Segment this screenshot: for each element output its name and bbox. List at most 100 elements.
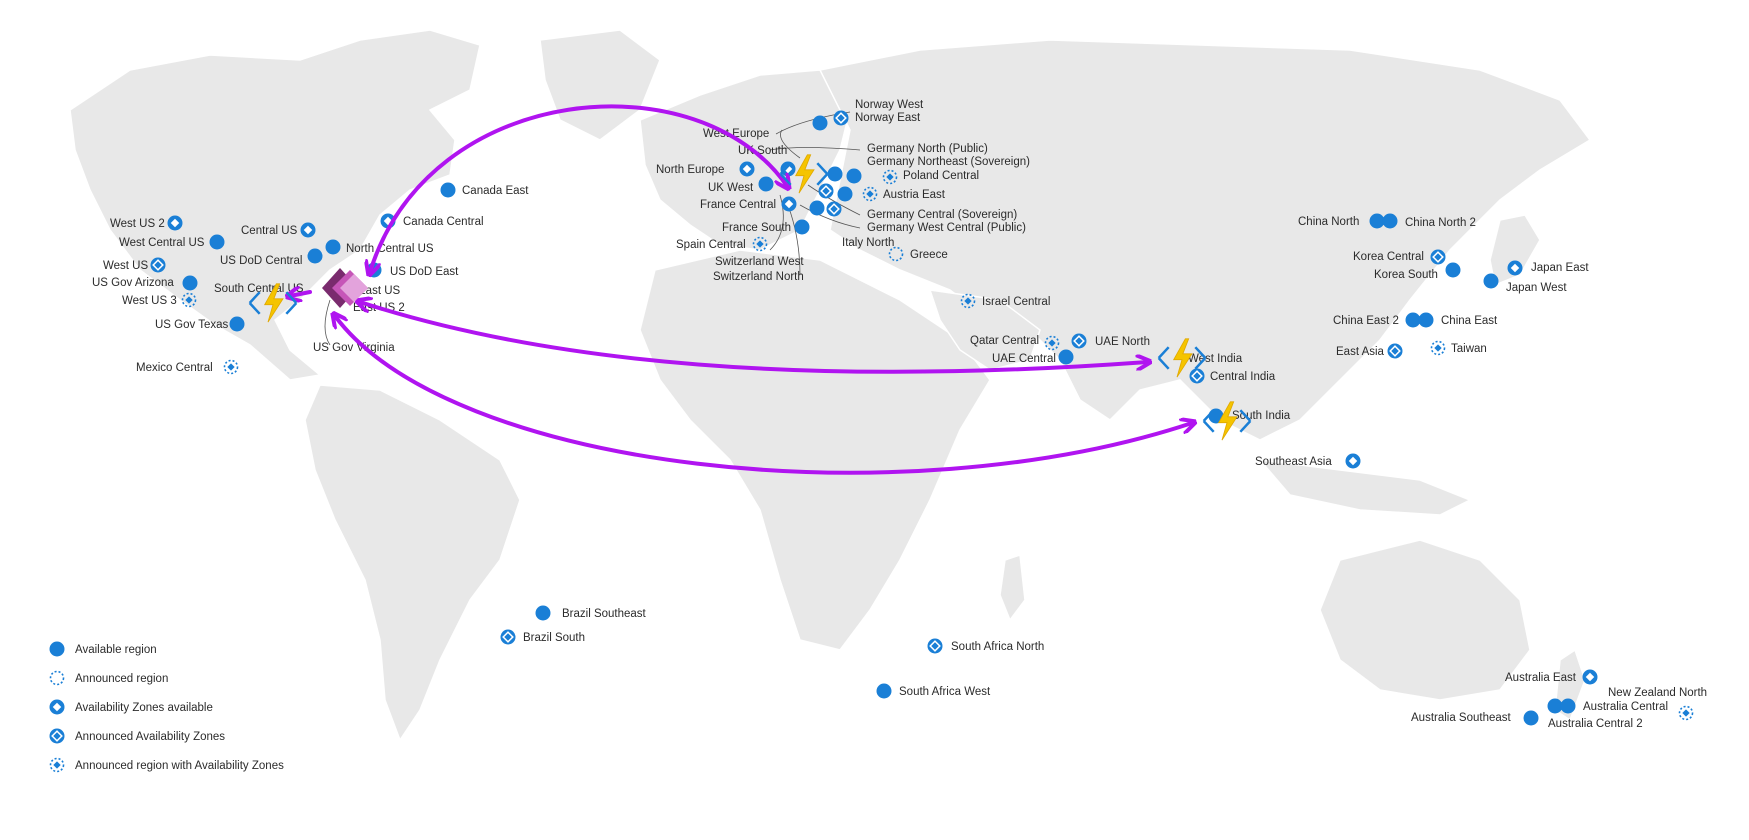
region-marker-china-north[interactable] bbox=[1369, 213, 1385, 229]
region-label-germany-north: Germany North (Public) bbox=[867, 143, 988, 155]
legend: Available region Announced region Availa… bbox=[49, 641, 284, 773]
region-marker-west-us[interactable] bbox=[150, 257, 166, 273]
region-label-canada-east: Canada East bbox=[462, 185, 529, 197]
region-marker-mexico-central[interactable] bbox=[223, 359, 239, 375]
region-marker-japan-west[interactable] bbox=[1483, 273, 1499, 289]
legend-announced-az-icon bbox=[49, 728, 65, 744]
arc-us-south-india bbox=[335, 316, 1192, 475]
region-label-south-africa-west: South Africa West bbox=[899, 686, 991, 698]
region-marker-australia-east[interactable] bbox=[1582, 669, 1598, 685]
legend-available-icon bbox=[49, 641, 65, 657]
region-marker-norway-west[interactable] bbox=[812, 115, 828, 131]
region-marker-uae-north[interactable] bbox=[1071, 333, 1087, 349]
region-marker-germany-central[interactable] bbox=[837, 186, 853, 202]
legend-announced-icon bbox=[49, 670, 65, 686]
region-label-central-us: Central US bbox=[241, 225, 298, 237]
region-label-taiwan: Taiwan bbox=[1451, 343, 1487, 355]
region-label-china-east: China East bbox=[1441, 315, 1498, 327]
region-label-west-central-us: West Central US bbox=[119, 237, 205, 249]
region-label-china-north: China North bbox=[1298, 216, 1359, 228]
legend-announced-az-label: Announced Availability Zones bbox=[75, 731, 225, 743]
region-marker-norway-east[interactable] bbox=[833, 110, 849, 126]
region-label-brazil-south: Brazil South bbox=[523, 632, 585, 644]
region-marker-north-central-us[interactable] bbox=[325, 239, 341, 255]
replication-arcs bbox=[290, 104, 1192, 475]
region-label-south-africa-north: South Africa North bbox=[951, 641, 1044, 653]
region-marker-uk-west[interactable] bbox=[758, 176, 774, 192]
region-marker-central-us[interactable] bbox=[300, 222, 316, 238]
region-marker-north-europe[interactable] bbox=[739, 161, 755, 177]
region-label-uae-central: UAE Central bbox=[992, 353, 1056, 365]
region-label-germany-northeast: Germany Northeast (Sovereign) bbox=[867, 156, 1030, 168]
region-label-australia-southeast: Australia Southeast bbox=[1411, 712, 1512, 724]
region-label-france-south: France South bbox=[722, 222, 791, 234]
region-label-japan-west: Japan West bbox=[1506, 282, 1567, 294]
region-marker-germany-west-central[interactable] bbox=[826, 201, 842, 217]
region-marker-china-north-2[interactable] bbox=[1382, 213, 1398, 229]
region-label-korea-south: Korea South bbox=[1374, 269, 1438, 281]
region-marker-germany-central-b[interactable] bbox=[809, 200, 825, 216]
region-marker-brazil-southeast[interactable] bbox=[535, 605, 551, 621]
region-label-central-india: Central India bbox=[1210, 371, 1276, 383]
region-marker-west-us-2[interactable] bbox=[167, 215, 183, 231]
power-apps-icon bbox=[322, 268, 368, 308]
region-label-israel-central: Israel Central bbox=[982, 296, 1050, 308]
region-marker-germany-north[interactable] bbox=[827, 166, 843, 182]
region-marker-south-africa-north[interactable] bbox=[927, 638, 943, 654]
region-marker-china-east-2[interactable] bbox=[1405, 312, 1421, 328]
region-label-australia-east: Australia East bbox=[1505, 672, 1577, 684]
region-label-france-central: France Central bbox=[700, 199, 776, 211]
region-label-west-us-2: West US 2 bbox=[110, 218, 165, 230]
landmass bbox=[69, 29, 1592, 742]
region-marker-australia-central[interactable] bbox=[1547, 698, 1563, 714]
region-marker-germany-west-central-a[interactable] bbox=[818, 183, 834, 199]
region-label-southeast-asia: Southeast Asia bbox=[1255, 456, 1332, 468]
region-label-new-zealand-north: New Zealand North bbox=[1608, 687, 1707, 699]
region-marker-brazil-south[interactable] bbox=[500, 629, 516, 645]
legend-announced-region-az-label: Announced region with Availability Zones bbox=[75, 760, 284, 772]
region-marker-australia-central-2[interactable] bbox=[1560, 698, 1576, 714]
region-marker-france-south[interactable] bbox=[794, 219, 810, 235]
region-marker-uae-central[interactable] bbox=[1058, 349, 1074, 365]
region-label-mexico-central: Mexico Central bbox=[136, 362, 213, 374]
region-marker-us-gov-texas[interactable] bbox=[229, 316, 245, 332]
region-marker-us-gov-arizona[interactable] bbox=[182, 275, 198, 291]
region-label-east-us: East US bbox=[358, 285, 401, 297]
region-label-australia-central-2: Australia Central 2 bbox=[1548, 718, 1643, 730]
region-marker-new-zealand-north[interactable] bbox=[1678, 705, 1694, 721]
region-label-japan-east: Japan East bbox=[1531, 262, 1589, 274]
region-label-korea-central: Korea Central bbox=[1353, 251, 1424, 263]
region-label-north-europe: North Europe bbox=[656, 164, 724, 176]
region-marker-australia-southeast[interactable] bbox=[1523, 710, 1539, 726]
region-label-uae-north: UAE North bbox=[1095, 336, 1150, 348]
region-label-china-north-2: China North 2 bbox=[1405, 217, 1476, 229]
region-marker-china-east[interactable] bbox=[1418, 312, 1434, 328]
region-marker-us-dod-central[interactable] bbox=[307, 248, 323, 264]
region-label-switzerland-west: Switzerland West bbox=[715, 256, 804, 268]
region-marker-japan-east[interactable] bbox=[1507, 260, 1523, 276]
region-marker-central-india[interactable] bbox=[1189, 368, 1205, 384]
region-marker-west-central-us[interactable] bbox=[209, 234, 225, 250]
region-marker-south-africa-west[interactable] bbox=[876, 683, 892, 699]
region-label-brazil-southeast: Brazil Southeast bbox=[562, 608, 647, 620]
region-marker-southeast-asia[interactable] bbox=[1345, 453, 1361, 469]
region-label-uk-west: UK West bbox=[708, 182, 754, 194]
legend-available-label: Available region bbox=[75, 644, 157, 656]
region-label-australia-central: Australia Central bbox=[1583, 701, 1668, 713]
region-label-norway-west: Norway West bbox=[855, 99, 924, 111]
region-label-east-asia: East Asia bbox=[1336, 346, 1385, 358]
region-label-south-india: South India bbox=[1232, 410, 1291, 422]
region-label-us-dod-central: US DoD Central bbox=[220, 255, 302, 267]
region-marker-uk-south[interactable] bbox=[780, 161, 796, 177]
region-marker-canada-east[interactable] bbox=[440, 182, 456, 198]
region-label-china-east-2: China East 2 bbox=[1333, 315, 1399, 327]
legend-announced-region-az-icon bbox=[49, 757, 65, 773]
region-marker-east-asia[interactable] bbox=[1387, 343, 1403, 359]
region-marker-france-central[interactable] bbox=[781, 196, 797, 212]
legend-announced-label: Announced region bbox=[75, 673, 168, 685]
region-marker-germany-northeast[interactable] bbox=[846, 168, 862, 184]
region-marker-korea-central[interactable] bbox=[1430, 249, 1446, 265]
region-marker-korea-south[interactable] bbox=[1445, 262, 1461, 278]
region-marker-taiwan[interactable] bbox=[1430, 340, 1446, 356]
